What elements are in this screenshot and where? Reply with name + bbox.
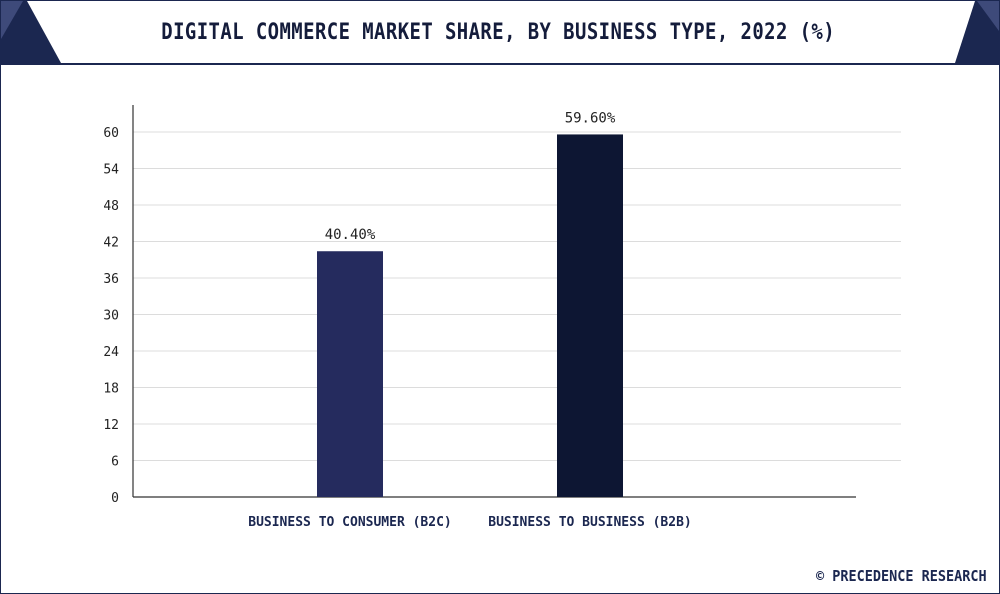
- y-tick-label: 18: [103, 382, 119, 397]
- title-band: DIGITAL COMMERCE MARKET SHARE, BY BUSINE…: [1, 1, 999, 65]
- bar-b2b: [557, 134, 623, 497]
- data-label: 59.60%: [565, 110, 616, 126]
- y-tick-label: 12: [103, 418, 119, 433]
- category-label: BUSINESS TO CONSUMER (B2C): [248, 515, 452, 530]
- category-label: BUSINESS TO BUSINESS (B2B): [488, 515, 692, 530]
- y-tick-label: 24: [103, 345, 119, 360]
- y-tick-label: 6: [111, 455, 119, 470]
- y-tick-label: 60: [103, 126, 119, 141]
- corner-decoration-left: [1, 1, 61, 63]
- corner-decoration-right: [955, 1, 999, 63]
- y-tick-label: 54: [103, 163, 119, 178]
- chart-title: DIGITAL COMMERCE MARKET SHARE, BY BUSINE…: [161, 19, 836, 45]
- y-tick-label: 42: [103, 236, 119, 251]
- data-label: 40.40%: [325, 227, 376, 243]
- y-tick-label: 0: [111, 491, 119, 506]
- bar-b2c: [317, 251, 383, 497]
- y-tick-label: 36: [103, 272, 119, 287]
- source-credit: © PRECEDENCE RESEARCH: [816, 567, 987, 585]
- y-tick-label: 30: [103, 309, 119, 324]
- y-tick-label: 48: [103, 199, 119, 214]
